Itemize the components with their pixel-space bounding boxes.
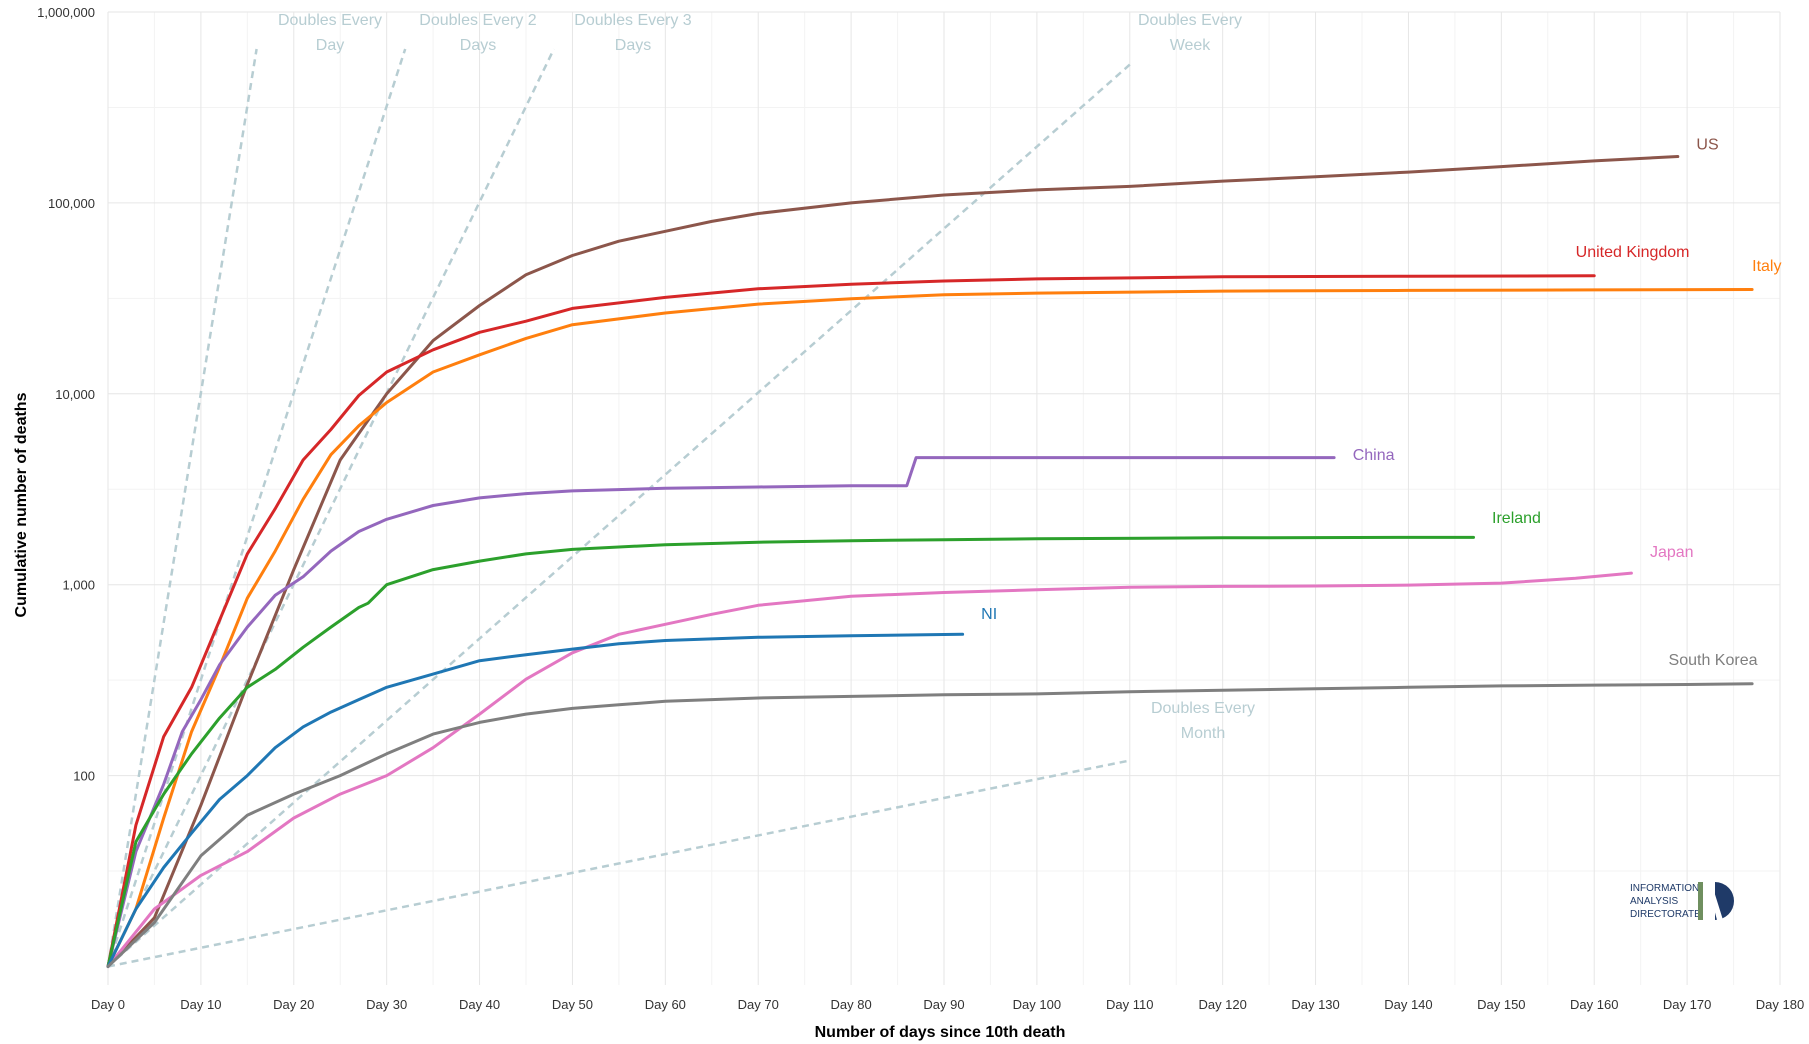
series-label: Italy bbox=[1752, 258, 1781, 275]
series-label: Japan bbox=[1650, 544, 1694, 561]
series-label: NI bbox=[981, 606, 997, 623]
x-tick-label: Day 120 bbox=[1198, 997, 1246, 1012]
series-line bbox=[106, 535, 1475, 968]
series-line bbox=[106, 274, 1596, 968]
reference-line-label: Days bbox=[460, 37, 496, 54]
series-line bbox=[106, 682, 1754, 968]
y-tick-label: 100,000 bbox=[48, 196, 95, 211]
y-axis-title: Cumulative number of deaths bbox=[13, 392, 30, 617]
reference-line bbox=[107, 759, 1131, 968]
reference-line-label: Doubles Every bbox=[278, 12, 382, 29]
x-axis-title: Number of days since 10th death bbox=[815, 1024, 1066, 1041]
x-tick-label: Day 10 bbox=[180, 997, 221, 1012]
x-tick-label: Day 170 bbox=[1663, 997, 1711, 1012]
information-analysis-directorate-logo: INFORMATION ANALYSIS DIRECTORATE bbox=[1630, 882, 1734, 920]
series-line bbox=[106, 632, 965, 968]
reference-line-label: Doubles Every 2 bbox=[419, 12, 536, 29]
reference-line-label: Days bbox=[615, 37, 651, 54]
x-tick-label: Day 150 bbox=[1477, 997, 1525, 1012]
series-label: China bbox=[1353, 447, 1395, 464]
x-axis-ticks: Day 0 Day 10 Day 20 Day 30 Day 40 Day 50 Day 6… bbox=[91, 997, 1804, 1012]
reference-line-label: Doubles Every 3 bbox=[574, 12, 691, 29]
series-labels: US United Kingdom Italy China Ireland Japan NI… bbox=[981, 137, 1781, 669]
x-tick-label: Day 30 bbox=[366, 997, 407, 1012]
x-tick-label: Day 40 bbox=[459, 997, 500, 1012]
series-label: Ireland bbox=[1492, 510, 1541, 527]
x-tick-label: Day 20 bbox=[273, 997, 314, 1012]
logo-line-2: ANALYSIS bbox=[1630, 896, 1678, 907]
reference-line bbox=[106, 48, 407, 967]
reference-line bbox=[106, 48, 258, 967]
x-tick-label: Day 140 bbox=[1384, 997, 1432, 1012]
logo-line-3: DIRECTORATE bbox=[1630, 909, 1701, 920]
y-tick-label: 1,000 bbox=[62, 578, 95, 593]
x-tick-label: Day 70 bbox=[738, 997, 779, 1012]
reference-line-labels: Doubles Every Day Doubles Every 2 Days Doubl… bbox=[278, 12, 1255, 742]
x-tick-label: Day 80 bbox=[831, 997, 872, 1012]
x-tick-label: Day 50 bbox=[552, 997, 593, 1012]
series-line bbox=[106, 571, 1633, 968]
series-line bbox=[106, 155, 1680, 968]
x-tick-label: Day 130 bbox=[1291, 997, 1339, 1012]
reference-line-label: Doubles Every bbox=[1151, 700, 1255, 717]
reference-line-label: Month bbox=[1181, 725, 1225, 742]
series-label: South Korea bbox=[1669, 652, 1758, 669]
reference-line-label: Doubles Every bbox=[1138, 12, 1242, 29]
x-tick-label: Day 90 bbox=[923, 997, 964, 1012]
series-label: United Kingdom bbox=[1576, 244, 1690, 261]
series-lines bbox=[106, 155, 1754, 968]
y-tick-label: 100 bbox=[73, 769, 95, 784]
logo-triangle-icon bbox=[1703, 888, 1723, 920]
x-tick-label: Day 160 bbox=[1570, 997, 1618, 1012]
series-line bbox=[106, 456, 1336, 968]
y-tick-label: 1,000,000 bbox=[37, 5, 95, 20]
x-tick-label: Day 100 bbox=[1013, 997, 1061, 1012]
x-tick-label: Day 180 bbox=[1756, 997, 1804, 1012]
doubling-reference-lines bbox=[106, 48, 1131, 968]
reference-line-label: Day bbox=[316, 37, 344, 54]
series-line bbox=[106, 288, 1754, 968]
x-tick-label: Day 110 bbox=[1106, 997, 1153, 1012]
reference-line-label: Week bbox=[1170, 37, 1212, 54]
logo-line-1: INFORMATION bbox=[1630, 883, 1699, 894]
y-tick-label: 10,000 bbox=[55, 387, 95, 402]
x-tick-label: Day 0 bbox=[91, 997, 125, 1012]
reference-line bbox=[106, 48, 556, 968]
series-label: US bbox=[1696, 137, 1718, 154]
x-tick-label: Day 60 bbox=[645, 997, 686, 1012]
logo-bar-icon bbox=[1698, 882, 1703, 920]
y-axis-ticks: 100 1,000 10,000 100,000 1,000,000 bbox=[37, 5, 95, 784]
